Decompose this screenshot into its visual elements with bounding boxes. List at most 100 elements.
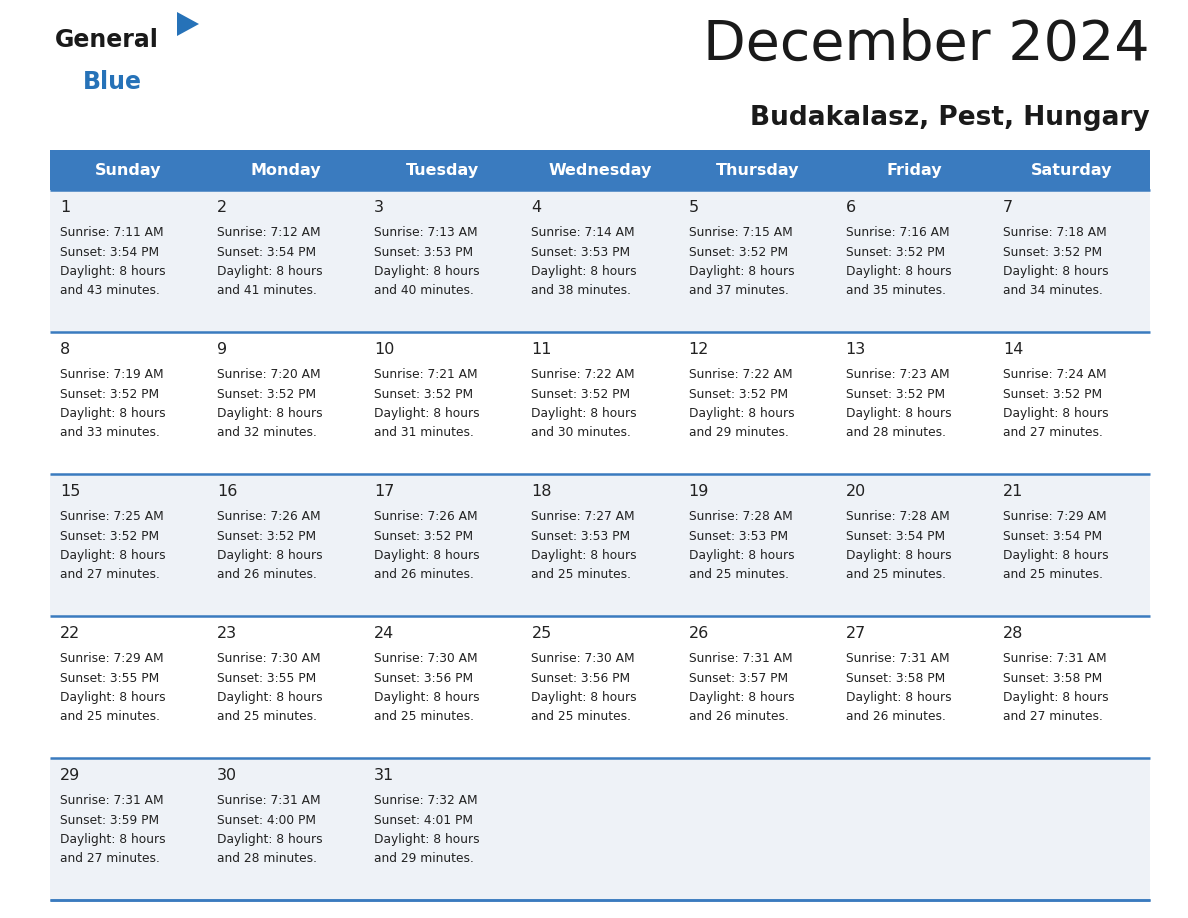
Text: and 25 minutes.: and 25 minutes. bbox=[846, 568, 946, 581]
Text: 4: 4 bbox=[531, 200, 542, 215]
Text: Sunrise: 7:29 AM: Sunrise: 7:29 AM bbox=[1003, 510, 1106, 523]
Text: Sunrise: 7:29 AM: Sunrise: 7:29 AM bbox=[61, 652, 164, 665]
Text: and 26 minutes.: and 26 minutes. bbox=[689, 711, 789, 723]
Text: 23: 23 bbox=[217, 626, 238, 641]
Text: Sunset: 3:52 PM: Sunset: 3:52 PM bbox=[846, 387, 944, 400]
Text: and 25 minutes.: and 25 minutes. bbox=[689, 568, 789, 581]
Text: Sunrise: 7:25 AM: Sunrise: 7:25 AM bbox=[61, 510, 164, 523]
Text: Sunrise: 7:23 AM: Sunrise: 7:23 AM bbox=[846, 368, 949, 381]
Text: and 29 minutes.: and 29 minutes. bbox=[374, 853, 474, 866]
Text: and 43 minutes.: and 43 minutes. bbox=[61, 285, 160, 297]
Text: Daylight: 8 hours: Daylight: 8 hours bbox=[61, 833, 165, 846]
Text: and 37 minutes.: and 37 minutes. bbox=[689, 285, 789, 297]
Text: and 41 minutes.: and 41 minutes. bbox=[217, 285, 317, 297]
Text: 24: 24 bbox=[374, 626, 394, 641]
Text: 8: 8 bbox=[61, 342, 70, 357]
Text: Sunset: 3:52 PM: Sunset: 3:52 PM bbox=[689, 387, 788, 400]
Text: Sunrise: 7:22 AM: Sunrise: 7:22 AM bbox=[531, 368, 636, 381]
Text: Sunrise: 7:12 AM: Sunrise: 7:12 AM bbox=[217, 226, 321, 239]
Text: Budakalasz, Pest, Hungary: Budakalasz, Pest, Hungary bbox=[751, 105, 1150, 131]
Text: Sunset: 3:52 PM: Sunset: 3:52 PM bbox=[374, 530, 473, 543]
Text: Thursday: Thursday bbox=[715, 162, 798, 177]
Text: Daylight: 8 hours: Daylight: 8 hours bbox=[374, 691, 480, 704]
Text: Sunrise: 7:19 AM: Sunrise: 7:19 AM bbox=[61, 368, 164, 381]
Text: 6: 6 bbox=[846, 200, 855, 215]
Text: 11: 11 bbox=[531, 342, 552, 357]
Text: Sunrise: 7:22 AM: Sunrise: 7:22 AM bbox=[689, 368, 792, 381]
Text: Daylight: 8 hours: Daylight: 8 hours bbox=[217, 833, 323, 846]
Text: and 33 minutes.: and 33 minutes. bbox=[61, 427, 160, 440]
Text: Daylight: 8 hours: Daylight: 8 hours bbox=[531, 691, 637, 704]
Text: Sunset: 3:52 PM: Sunset: 3:52 PM bbox=[61, 530, 159, 543]
Text: Sunset: 3:53 PM: Sunset: 3:53 PM bbox=[374, 245, 473, 259]
Text: Daylight: 8 hours: Daylight: 8 hours bbox=[374, 833, 480, 846]
Text: Sunset: 3:53 PM: Sunset: 3:53 PM bbox=[689, 530, 788, 543]
Text: and 28 minutes.: and 28 minutes. bbox=[846, 427, 946, 440]
Text: Sunset: 3:53 PM: Sunset: 3:53 PM bbox=[531, 245, 631, 259]
Text: and 25 minutes.: and 25 minutes. bbox=[61, 711, 160, 723]
Text: 12: 12 bbox=[689, 342, 709, 357]
Text: Daylight: 8 hours: Daylight: 8 hours bbox=[1003, 691, 1108, 704]
Text: Daylight: 8 hours: Daylight: 8 hours bbox=[217, 407, 323, 420]
Text: and 26 minutes.: and 26 minutes. bbox=[374, 568, 474, 581]
Text: Sunset: 3:52 PM: Sunset: 3:52 PM bbox=[1003, 245, 1102, 259]
Text: Sunset: 3:52 PM: Sunset: 3:52 PM bbox=[846, 245, 944, 259]
Text: Daylight: 8 hours: Daylight: 8 hours bbox=[846, 549, 952, 562]
Text: Sunrise: 7:27 AM: Sunrise: 7:27 AM bbox=[531, 510, 636, 523]
Text: Daylight: 8 hours: Daylight: 8 hours bbox=[61, 265, 165, 278]
Bar bbox=[50, 332, 1150, 474]
Text: Sunset: 3:56 PM: Sunset: 3:56 PM bbox=[374, 671, 473, 685]
Text: 28: 28 bbox=[1003, 626, 1023, 641]
Text: Daylight: 8 hours: Daylight: 8 hours bbox=[689, 407, 795, 420]
Text: Sunset: 3:52 PM: Sunset: 3:52 PM bbox=[531, 387, 631, 400]
Text: 17: 17 bbox=[374, 484, 394, 499]
Text: Daylight: 8 hours: Daylight: 8 hours bbox=[61, 549, 165, 562]
Text: Sunrise: 7:31 AM: Sunrise: 7:31 AM bbox=[846, 652, 949, 665]
Text: Sunset: 3:56 PM: Sunset: 3:56 PM bbox=[531, 671, 631, 685]
Text: Daylight: 8 hours: Daylight: 8 hours bbox=[61, 407, 165, 420]
Text: Daylight: 8 hours: Daylight: 8 hours bbox=[689, 265, 795, 278]
Text: 20: 20 bbox=[846, 484, 866, 499]
Text: 18: 18 bbox=[531, 484, 552, 499]
Text: Sunset: 3:55 PM: Sunset: 3:55 PM bbox=[61, 671, 159, 685]
Text: 2: 2 bbox=[217, 200, 227, 215]
Text: Daylight: 8 hours: Daylight: 8 hours bbox=[374, 549, 480, 562]
Text: and 25 minutes.: and 25 minutes. bbox=[531, 568, 632, 581]
Text: Sunset: 3:55 PM: Sunset: 3:55 PM bbox=[217, 671, 316, 685]
Text: Wednesday: Wednesday bbox=[549, 162, 652, 177]
Text: Sunrise: 7:32 AM: Sunrise: 7:32 AM bbox=[374, 794, 478, 807]
Text: 29: 29 bbox=[61, 768, 81, 783]
Text: and 28 minutes.: and 28 minutes. bbox=[217, 853, 317, 866]
Text: and 40 minutes.: and 40 minutes. bbox=[374, 285, 474, 297]
Text: Sunset: 3:52 PM: Sunset: 3:52 PM bbox=[217, 530, 316, 543]
Text: Sunset: 4:01 PM: Sunset: 4:01 PM bbox=[374, 813, 473, 826]
Text: General: General bbox=[55, 28, 159, 52]
Text: Daylight: 8 hours: Daylight: 8 hours bbox=[846, 691, 952, 704]
Text: 27: 27 bbox=[846, 626, 866, 641]
Text: 26: 26 bbox=[689, 626, 709, 641]
Bar bbox=[50, 616, 1150, 758]
Text: and 25 minutes.: and 25 minutes. bbox=[217, 711, 317, 723]
Text: Blue: Blue bbox=[83, 70, 143, 94]
Text: and 25 minutes.: and 25 minutes. bbox=[531, 711, 632, 723]
Text: and 35 minutes.: and 35 minutes. bbox=[846, 285, 946, 297]
Text: Saturday: Saturday bbox=[1031, 162, 1112, 177]
Text: and 26 minutes.: and 26 minutes. bbox=[217, 568, 317, 581]
Text: Sunrise: 7:11 AM: Sunrise: 7:11 AM bbox=[61, 226, 164, 239]
Text: Sunrise: 7:24 AM: Sunrise: 7:24 AM bbox=[1003, 368, 1106, 381]
Text: Sunrise: 7:26 AM: Sunrise: 7:26 AM bbox=[217, 510, 321, 523]
Bar bbox=[50, 758, 1150, 900]
Text: Sunset: 3:54 PM: Sunset: 3:54 PM bbox=[1003, 530, 1102, 543]
Text: Sunset: 3:59 PM: Sunset: 3:59 PM bbox=[61, 813, 159, 826]
Text: Sunrise: 7:28 AM: Sunrise: 7:28 AM bbox=[689, 510, 792, 523]
Text: and 38 minutes.: and 38 minutes. bbox=[531, 285, 632, 297]
Text: Daylight: 8 hours: Daylight: 8 hours bbox=[689, 549, 795, 562]
Text: 7: 7 bbox=[1003, 200, 1013, 215]
Text: Daylight: 8 hours: Daylight: 8 hours bbox=[217, 691, 323, 704]
Text: Daylight: 8 hours: Daylight: 8 hours bbox=[1003, 265, 1108, 278]
Text: Sunset: 3:52 PM: Sunset: 3:52 PM bbox=[217, 387, 316, 400]
Polygon shape bbox=[177, 12, 200, 36]
Text: Daylight: 8 hours: Daylight: 8 hours bbox=[217, 549, 323, 562]
Text: Sunset: 3:54 PM: Sunset: 3:54 PM bbox=[846, 530, 944, 543]
Text: Sunrise: 7:16 AM: Sunrise: 7:16 AM bbox=[846, 226, 949, 239]
